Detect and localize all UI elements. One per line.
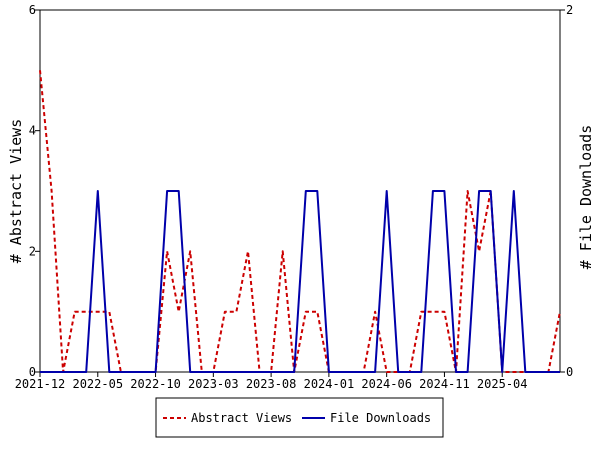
x-tick-label: 2024-11	[419, 377, 470, 391]
x-tick-label: 2021-12	[15, 377, 66, 391]
series-line-file-downloads	[40, 190, 560, 373]
y-tick-label-right: 2	[566, 3, 573, 17]
x-tick-label: 2023-03	[188, 377, 239, 391]
x-tick-label: 2024-06	[361, 377, 412, 391]
y-tick-label-right: 0	[566, 365, 573, 379]
y-tick-label-left: 6	[29, 3, 36, 17]
x-tick-label: 2024-01	[304, 377, 355, 391]
legend-label-file-downloads: File Downloads	[330, 411, 431, 425]
y-axis-label-left: # Abstract Views	[7, 119, 25, 264]
x-tick-label: 2022-10	[130, 377, 181, 391]
y-tick-label-left: 0	[29, 365, 36, 379]
plot-area	[39, 9, 561, 373]
y-tick-label-left: 2	[29, 244, 36, 258]
series-layer	[39, 70, 561, 373]
x-tick-label: 2025-04	[477, 377, 528, 391]
x-tick-label: 2022-05	[72, 377, 123, 391]
legend-label-abstract-views: Abstract Views	[191, 411, 292, 425]
legend-box	[155, 397, 444, 438]
left-axis: 0 2 4 6	[29, 3, 40, 379]
y-tick-label-left: 4	[29, 124, 36, 138]
y-axis-label-right: # File Downloads	[577, 125, 595, 270]
legend: Abstract Views File Downloads	[155, 397, 444, 438]
x-tick-label: 2023-08	[246, 377, 297, 391]
right-axis: 02	[560, 3, 573, 379]
x-axis: 2021-12 2022-05 2022-10 2023-03 2023-08 2024-…	[15, 372, 528, 391]
